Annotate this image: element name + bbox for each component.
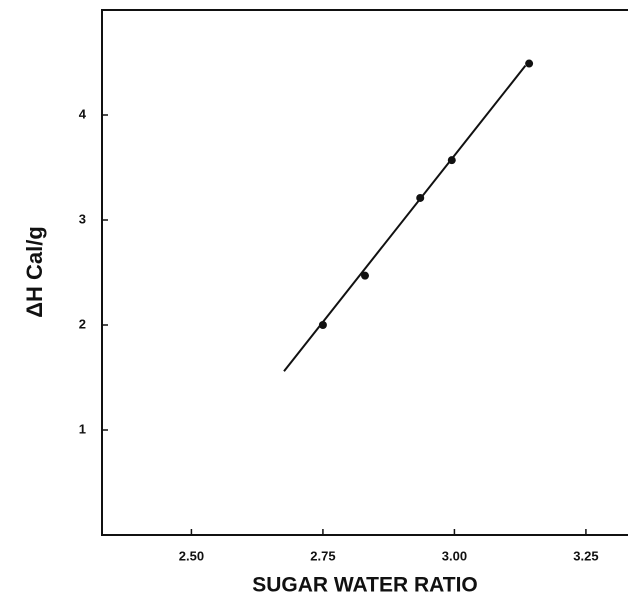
- point: [525, 59, 534, 68]
- y-axis-label: ΔH Cal/g: [22, 226, 47, 318]
- y-tick-label: 2: [79, 316, 86, 331]
- y-tick-label: 3: [79, 211, 86, 226]
- x-tick-label: 2.75: [310, 548, 335, 563]
- y-tick-label: 4: [79, 106, 87, 121]
- x-tick-label: 3.00: [442, 548, 467, 563]
- point: [361, 271, 369, 280]
- fit-line: [283, 65, 527, 372]
- x-tick-label: 3.25: [573, 548, 598, 563]
- x-axis-label: SUGAR WATER RATIO: [252, 574, 478, 597]
- y-tick-label: 1: [79, 421, 86, 436]
- axes: [101, 9, 628, 536]
- x-tick-label: 2.50: [179, 548, 204, 563]
